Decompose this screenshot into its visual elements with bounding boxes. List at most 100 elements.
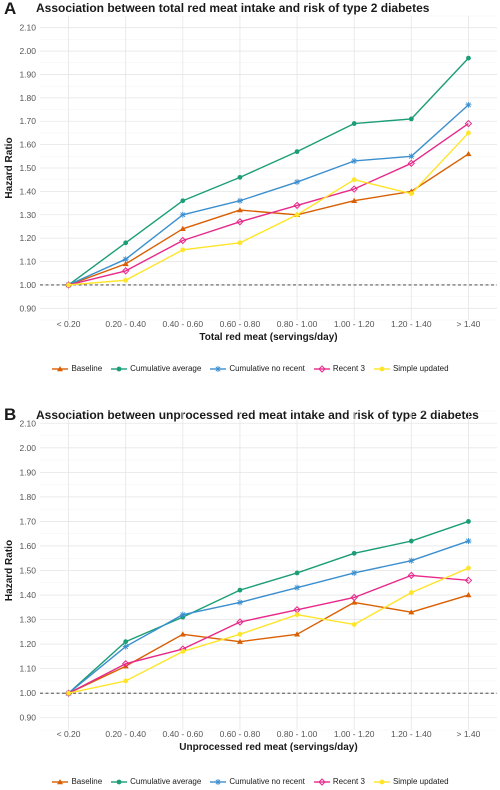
y-axis-title: Hazard Ratio [4,137,15,198]
y-tick-label: 1.00 [19,688,36,698]
x-tick-label: 0.60 - 0.80 [220,319,261,329]
x-axis-title: Unprocessed red meat (servings/day) [179,742,357,753]
legend-key-icon [111,366,128,371]
legend-marker [57,365,64,371]
data-point-cumulative-average [466,55,471,61]
legend-key-icon [52,778,69,784]
data-point-baseline [351,599,358,605]
series-line-cumulative-no-recent [68,540,469,694]
y-tick-label: 1.20 [19,233,36,243]
panel-letter: A [4,0,17,18]
y-tick-label: 1.30 [19,615,36,625]
data-point-baseline [465,150,472,157]
chart-legend: Baseline Cumulative average Cumulative no … [0,777,500,786]
legend-label: Baseline [71,364,103,373]
x-tick-label: 0.80 - 1.00 [277,319,318,329]
x-tick-label: 1.00 - 1.20 [334,729,375,739]
legend-key-icon [373,366,390,371]
legend-key-icon [313,364,330,373]
data-point-simple-updated [466,130,471,136]
y-tick-label: 1.20 [19,639,36,649]
data-point-simple-updated [408,191,414,197]
chart-panel-b: B Association between unprocessed red me… [0,395,500,790]
data-point-simple-updated [180,649,186,654]
data-point-cumulative-average [294,149,300,155]
series-simple-updated [66,565,471,696]
series-line-cumulative-no-recent [68,104,469,286]
series-cumulative-no-recent [65,538,472,697]
data-point-baseline [294,631,301,637]
data-point-cumulative-average [351,550,357,556]
data-point-baseline [236,638,243,644]
data-point-cumulative-no-recent [179,611,186,618]
data-point-cumulative-average [180,198,186,204]
x-tick-label: < 0.20 [57,729,81,739]
legend-label: Baseline [71,777,103,786]
data-point-simple-updated [180,247,186,253]
y-tick-label: 1.50 [19,163,36,173]
series-line-simple-updated [68,567,469,694]
legend-label: Simple updated [392,364,449,373]
data-point-simple-updated [123,277,129,283]
legend-label: Recent 3 [332,777,365,786]
y-tick-label: 1.80 [19,492,36,502]
legend-marker [318,364,326,373]
x-axis-title: Total red meat (servings/day) [199,332,337,343]
legend-marker [57,778,64,784]
series-cumulative-average [66,55,471,288]
data-point-cumulative-no-recent [465,538,472,545]
x-tick-label: < 0.20 [57,319,81,329]
y-tick-label: 1.00 [19,280,36,290]
data-point-cumulative-average [294,570,300,576]
legend-marker [318,777,326,786]
data-point-recent-3 [236,618,244,626]
y-tick-label: 1.60 [19,140,36,150]
data-point-recent-3 [236,218,244,226]
data-point-baseline [179,631,186,637]
legend-key-icon [373,779,390,784]
data-point-cumulative-no-recent [351,569,358,576]
legend-item-recent-3: Recent 3 [313,777,365,786]
data-point-baseline [236,207,243,213]
x-tick-label: > 1.40 [457,319,481,329]
data-point-recent-3 [407,159,416,168]
data-point-cumulative-average [237,174,243,180]
data-point-recent-3 [464,119,473,128]
data-point-cumulative-average [237,587,243,593]
data-point-cumulative-no-recent [351,157,358,164]
series-baseline [65,150,472,288]
legend-label: Cumulative no recent [229,364,305,373]
data-point-baseline [179,225,186,231]
grid [40,410,497,731]
data-point-cumulative-no-recent [179,211,186,218]
data-point-cumulative-average [123,240,129,246]
data-point-recent-3 [121,267,130,275]
series-line-cumulative-average [68,57,469,286]
data-point-simple-updated [66,690,71,696]
chart-title: Association between total red meat intak… [36,1,430,15]
data-point-cumulative-average [408,116,414,122]
legend-marker [379,779,385,784]
y-tick-label: 1.90 [19,69,36,79]
legend-item-cumulative-average: Cumulative average [110,777,201,786]
legend-key-icon [210,778,227,785]
y-tick-label: 1.80 [19,93,36,103]
series-line-recent-3 [68,122,469,286]
chart-legend: Baseline Cumulative average Cumulative no … [0,364,500,373]
line-chart: 0.90 1.00 1.10 1.20 1.30 1.40 1.50 1.60 1.70 1.80… [4,410,497,753]
data-point-simple-updated [237,631,243,637]
data-point-recent-3 [350,593,358,602]
data-point-recent-3 [121,660,130,668]
legend-key-icon [210,365,227,372]
x-tick-label: 0.20 - 0.40 [105,319,146,329]
y-tick-label: 2.10 [19,23,36,33]
series-line-baseline [68,153,469,286]
line-chart: 0.90 1.00 1.10 1.20 1.30 1.40 1.50 1.60 1.70 1.80… [4,15,497,343]
legend-key-icon [111,779,128,784]
data-point-simple-updated [294,612,300,618]
data-point-cumulative-no-recent [122,256,129,263]
x-tick-label: 0.60 - 0.80 [220,729,261,739]
x-tick-label: 0.20 - 0.40 [105,729,146,739]
data-point-recent-3 [407,571,416,580]
legend-item-cumulative-average: Cumulative average [110,364,201,373]
